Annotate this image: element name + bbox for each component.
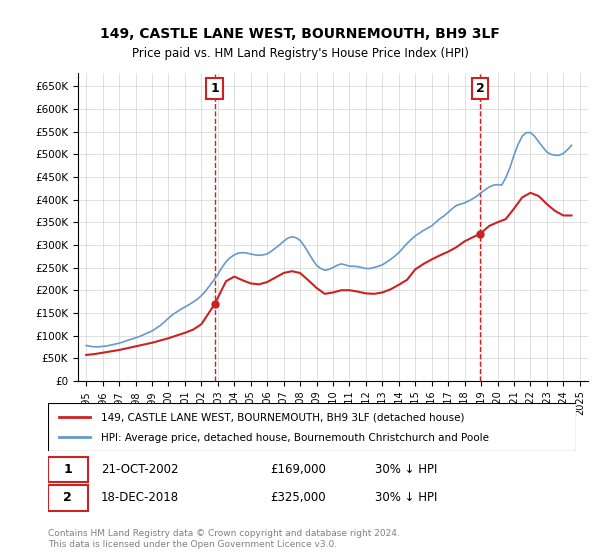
Text: Price paid vs. HM Land Registry's House Price Index (HPI): Price paid vs. HM Land Registry's House … — [131, 46, 469, 60]
Text: 1: 1 — [210, 82, 219, 95]
FancyBboxPatch shape — [48, 456, 88, 482]
Text: 2: 2 — [476, 82, 485, 95]
FancyBboxPatch shape — [48, 485, 88, 511]
Text: 30% ↓ HPI: 30% ↓ HPI — [376, 463, 438, 476]
FancyBboxPatch shape — [48, 403, 576, 451]
Text: 21-OCT-2002: 21-OCT-2002 — [101, 463, 178, 476]
Text: Contains HM Land Registry data © Crown copyright and database right 2024.
This d: Contains HM Land Registry data © Crown c… — [48, 529, 400, 549]
Text: £325,000: £325,000 — [270, 491, 325, 504]
Text: HPI: Average price, detached house, Bournemouth Christchurch and Poole: HPI: Average price, detached house, Bour… — [101, 433, 489, 444]
Text: 2: 2 — [63, 491, 72, 504]
Text: 18-DEC-2018: 18-DEC-2018 — [101, 491, 179, 504]
Text: £169,000: £169,000 — [270, 463, 326, 476]
Text: 149, CASTLE LANE WEST, BOURNEMOUTH, BH9 3LF (detached house): 149, CASTLE LANE WEST, BOURNEMOUTH, BH9 … — [101, 413, 464, 422]
Text: 30% ↓ HPI: 30% ↓ HPI — [376, 491, 438, 504]
Text: 149, CASTLE LANE WEST, BOURNEMOUTH, BH9 3LF: 149, CASTLE LANE WEST, BOURNEMOUTH, BH9 … — [100, 27, 500, 41]
Text: 1: 1 — [63, 463, 72, 476]
